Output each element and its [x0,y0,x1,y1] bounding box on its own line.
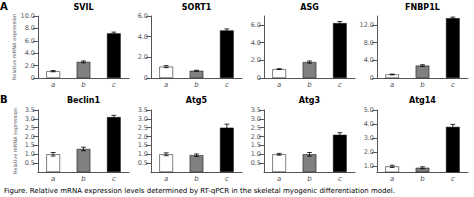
svg-text:12.0: 12.0 [360,21,374,29]
svg-text:b: b [420,81,425,89]
svg-text:SVIL: SVIL [73,3,93,12]
svg-text:6.0: 6.0 [251,21,261,29]
svg-text:1.0: 1.0 [25,150,35,158]
svg-text:a: a [51,175,55,183]
svg-text:a: a [164,81,168,89]
svg-text:6.0: 6.0 [25,37,35,45]
svg-text:1.0: 1.0 [138,150,148,158]
svg-text:3.0: 3.0 [25,115,35,123]
svg-text:3.5: 3.5 [138,106,148,114]
svg-text:c: c [225,81,229,89]
svg-text:0.5: 0.5 [138,159,148,167]
svg-text:6.0: 6.0 [138,12,148,20]
svg-text:0.5: 0.5 [25,159,35,167]
svg-text:3.0: 3.0 [364,134,374,142]
svg-text:2.0: 2.0 [138,53,148,61]
svg-text:2.0: 2.0 [25,133,35,141]
svg-text:0.5: 0.5 [251,159,261,167]
svg-text:2.5: 2.5 [25,124,35,132]
svg-text:Figure. Relative mRNA expressi: Figure. Relative mRNA expression levels … [4,187,395,195]
svg-text:8.0: 8.0 [25,24,35,32]
svg-text:c: c [451,81,455,89]
svg-text:FNBP1L: FNBP1L [405,3,440,12]
svg-text:5.0: 5.0 [364,106,374,114]
svg-text:a: a [277,175,281,183]
svg-text:3.5: 3.5 [25,106,35,114]
svg-text:A: A [0,1,8,12]
svg-text:a: a [390,175,394,183]
svg-text:3.5: 3.5 [251,106,261,114]
svg-text:b: b [81,81,86,89]
svg-text:4.0: 4.0 [138,33,148,41]
svg-text:1.0: 1.0 [251,150,261,158]
svg-text:4.0: 4.0 [251,39,261,47]
svg-text:c: c [112,175,116,183]
svg-text:2.0: 2.0 [364,148,374,156]
svg-text:Relative mRNA expression: Relative mRNA expression [11,14,18,80]
svg-text:c: c [338,175,342,183]
svg-text:2.0: 2.0 [138,133,148,141]
svg-text:c: c [451,175,455,183]
svg-text:b: b [194,175,199,183]
svg-text:2.0: 2.0 [251,56,261,64]
svg-text:2.0: 2.0 [251,133,261,141]
svg-text:a: a [164,175,168,183]
svg-text:ASG: ASG [300,3,319,12]
svg-text:3.0: 3.0 [251,115,261,123]
svg-text:Atg3: Atg3 [299,96,320,105]
svg-text:Atg5: Atg5 [186,96,208,105]
svg-text:B: B [0,94,8,105]
svg-text:1.5: 1.5 [138,141,148,149]
svg-text:8.0: 8.0 [364,39,374,47]
svg-text:2.5: 2.5 [138,124,148,132]
svg-text:2.5: 2.5 [251,124,261,132]
svg-text:1.5: 1.5 [25,141,35,149]
svg-text:10.0: 10.0 [21,12,35,20]
svg-text:a: a [51,81,55,89]
svg-text:c: c [112,81,116,89]
svg-text:Atg14: Atg14 [409,96,436,105]
svg-text:c: c [225,175,229,183]
svg-text:b: b [307,175,312,183]
svg-text:c: c [338,81,342,89]
svg-text:Relative mRNA expression: Relative mRNA expression [12,108,19,174]
svg-text:a: a [277,81,281,89]
svg-text:2.0: 2.0 [25,62,35,70]
svg-text:1.5: 1.5 [251,141,261,149]
svg-text:b: b [307,81,312,89]
svg-text:3.0: 3.0 [138,115,148,123]
svg-text:Beclin1: Beclin1 [67,96,100,105]
svg-text:b: b [420,175,425,183]
svg-text:SORT1: SORT1 [182,3,212,12]
svg-text:4.0: 4.0 [364,56,374,64]
svg-text:b: b [81,175,86,183]
svg-text:4.0: 4.0 [25,49,35,57]
svg-text:0: 0 [144,74,148,82]
svg-text:0: 0 [370,74,374,82]
svg-text:a: a [390,81,394,89]
svg-text:0: 0 [257,74,261,82]
svg-text:0: 0 [31,74,35,82]
svg-text:b: b [194,81,199,89]
svg-text:4.0: 4.0 [364,120,374,128]
svg-text:1.0: 1.0 [364,162,374,170]
